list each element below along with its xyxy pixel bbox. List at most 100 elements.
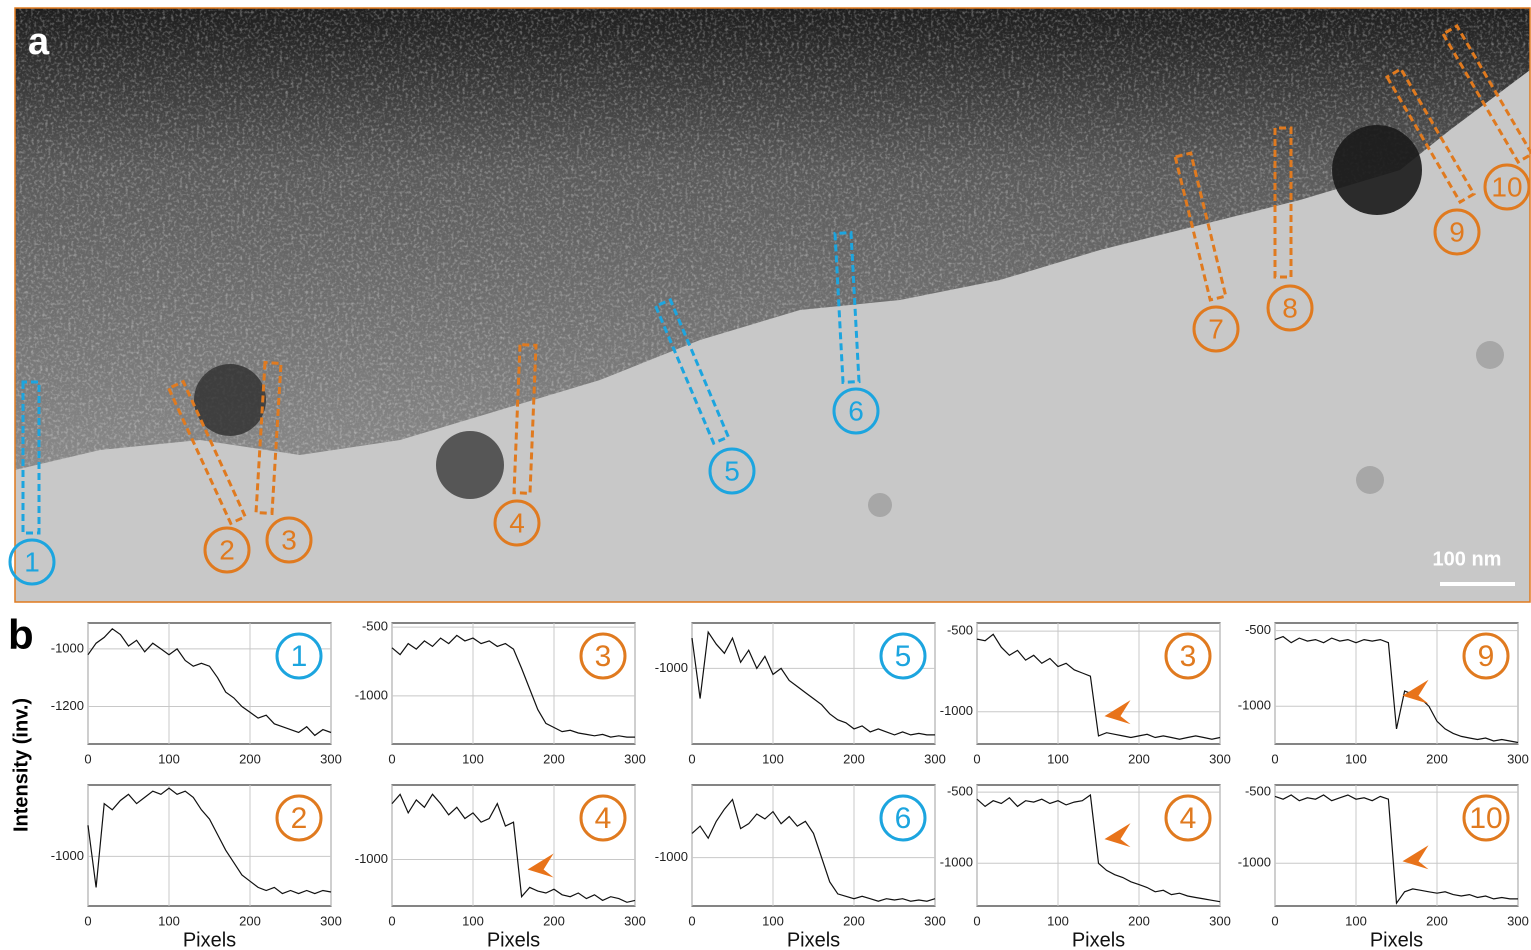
badge-label: 3 <box>1180 640 1197 673</box>
y-tick-label: -1000 <box>51 848 84 863</box>
badge-label: 3 <box>595 640 612 673</box>
x-tick-label: 300 <box>1209 913 1231 928</box>
y-tick-label: -500 <box>1245 784 1271 799</box>
x-tick-label: 100 <box>762 751 784 766</box>
marker-label: 2 <box>219 534 235 565</box>
x-tick-label: 100 <box>1345 913 1367 928</box>
line-plot: 0 100 200 300 -1000 4 Pixels <box>355 785 646 950</box>
line-plot: 0 100 200 300 -500 -1000 3 <box>355 619 646 767</box>
marker-label: 9 <box>1449 216 1465 247</box>
marker-label: 6 <box>848 395 864 426</box>
badge-label: 4 <box>595 802 612 835</box>
line-plot: 0 100 200 300 -500 -1000 9 <box>1238 622 1529 766</box>
particle <box>436 431 504 499</box>
marker-label: 1 <box>24 546 40 577</box>
x-tick-label: 100 <box>1047 751 1069 766</box>
y-tick-label: -1000 <box>655 660 688 675</box>
y-tick-label: -1000 <box>1238 698 1271 713</box>
x-tick-label: 0 <box>388 913 395 928</box>
x-tick-label: 200 <box>1426 751 1448 766</box>
badge-label: 5 <box>895 640 912 673</box>
x-tick-label: 0 <box>973 913 980 928</box>
x-tick-label: 100 <box>158 751 180 766</box>
scale-label: 100 nm <box>1433 548 1502 570</box>
particle <box>1332 125 1422 215</box>
figure: 100 nm a b Intensity (inv.) 123456789100… <box>0 0 1531 950</box>
x-tick-label: 300 <box>924 913 946 928</box>
x-tick-label: 0 <box>388 751 395 766</box>
marker-label: 5 <box>724 455 740 486</box>
badge-label: 2 <box>291 802 308 835</box>
x-tick-label: 300 <box>320 751 342 766</box>
y-axis-title: Intensity (inv.) <box>10 698 32 832</box>
marker-label: 4 <box>509 507 525 538</box>
line-plot: 0 100 200 300 -1000 2 Pixels <box>51 785 342 950</box>
badge-label: 1 <box>291 640 308 673</box>
marker-label: 8 <box>1282 292 1298 323</box>
x-tick-label: 200 <box>1128 751 1150 766</box>
marker-label: 3 <box>281 524 297 555</box>
x-tick-label: 300 <box>624 751 646 766</box>
x-tick-label: 300 <box>924 751 946 766</box>
x-tick-label: 100 <box>762 913 784 928</box>
line-plot: 0 100 200 300 -1000 6 Pixels <box>655 785 946 950</box>
x-tick-label: 200 <box>239 751 261 766</box>
line-plot: 0100200300-500-10004Pixels <box>940 784 1231 950</box>
x-tick-label: 200 <box>843 913 865 928</box>
x-tick-label: 100 <box>462 913 484 928</box>
x-tick-label: 200 <box>543 751 565 766</box>
x-tick-label: 0 <box>973 751 980 766</box>
x-axis-title: Pixels <box>787 929 840 950</box>
x-tick-label: 0 <box>688 751 695 766</box>
y-tick-label: -500 <box>947 784 973 799</box>
x-tick-label: 200 <box>1128 913 1150 928</box>
x-axis-title: Pixels <box>1370 929 1423 950</box>
x-tick-label: 0 <box>84 913 91 928</box>
y-tick-label: -1000 <box>655 849 688 864</box>
panel-label: a <box>28 21 50 63</box>
x-tick-label: 300 <box>1507 913 1529 928</box>
marker-label: 7 <box>1208 313 1224 344</box>
badge-label: 9 <box>1478 640 1495 673</box>
y-tick-label: -1000 <box>940 855 973 870</box>
x-axis-title: Pixels <box>1072 929 1125 950</box>
y-tick-label: -1000 <box>355 687 388 702</box>
panel-label: b <box>8 611 34 658</box>
x-tick-label: 300 <box>624 913 646 928</box>
x-axis-title: Pixels <box>487 929 540 950</box>
y-tick-label: -500 <box>362 619 388 634</box>
x-tick-label: 200 <box>543 913 565 928</box>
y-tick-label: -1000 <box>940 703 973 718</box>
x-tick-label: 0 <box>1271 751 1278 766</box>
x-tick-label: 300 <box>320 913 342 928</box>
x-tick-label: 100 <box>1345 751 1367 766</box>
x-tick-label: 200 <box>239 913 261 928</box>
particle <box>1476 341 1504 369</box>
x-axis-title: Pixels <box>183 929 236 950</box>
y-tick-label: -1200 <box>51 698 84 713</box>
y-tick-label: -500 <box>1245 622 1271 637</box>
x-tick-label: 100 <box>462 751 484 766</box>
badge-label: 10 <box>1469 802 1502 835</box>
badge-label: 6 <box>895 802 912 835</box>
line-plot: 0 100 200 300 -500 -1000 3 <box>940 623 1231 767</box>
x-tick-label: 0 <box>688 913 695 928</box>
x-tick-label: 300 <box>1209 751 1231 766</box>
line-plot: 0 100 200 300 -1000 -1200 1 <box>51 623 342 766</box>
x-tick-label: 100 <box>158 913 180 928</box>
y-tick-label: -1000 <box>51 640 84 655</box>
particle <box>1356 466 1384 494</box>
x-tick-label: 200 <box>843 751 865 766</box>
x-tick-label: 0 <box>84 751 91 766</box>
page: {"panel_a": {"label": "a", "scale_bar": … <box>0 0 1531 950</box>
y-tick-label: -500 <box>947 623 973 638</box>
marker-label: 10 <box>1491 171 1522 202</box>
particle <box>868 493 892 517</box>
x-tick-label: 100 <box>1047 913 1069 928</box>
line-plot: 0 100 200 300 -1000 5 <box>655 623 946 766</box>
y-tick-label: -1000 <box>355 851 388 866</box>
x-tick-label: 300 <box>1507 751 1529 766</box>
y-tick-label: -1000 <box>1238 855 1271 870</box>
x-tick-label: 0 <box>1271 913 1278 928</box>
